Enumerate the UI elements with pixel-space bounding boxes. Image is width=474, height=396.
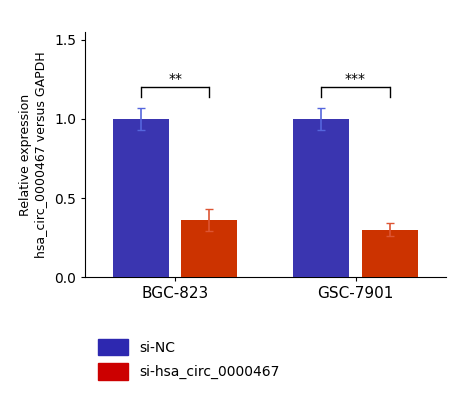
Bar (362, 230, 418, 277)
Text: ***: *** (345, 72, 366, 86)
Bar (182, 220, 237, 277)
Bar (113, 119, 169, 277)
Legend: si-NC, si-hsa_circ_0000467: si-NC, si-hsa_circ_0000467 (92, 333, 285, 385)
Text: **: ** (168, 72, 182, 86)
Y-axis label: Relative expression
hsa_circ_0000467 versus GAPDH: Relative expression hsa_circ_0000467 ver… (19, 51, 47, 258)
Bar (293, 119, 349, 277)
